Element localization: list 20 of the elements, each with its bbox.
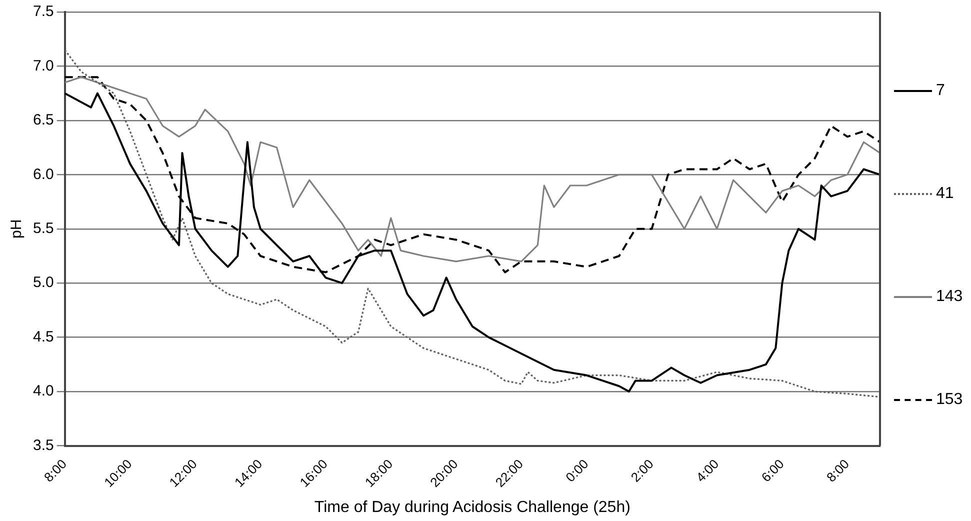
- y-tick-label: 7.5: [32, 3, 54, 20]
- y-tick-label: 6.0: [32, 166, 54, 183]
- y-tick-label: 3.5: [32, 436, 54, 454]
- y-tick-label: 4.5: [32, 328, 54, 346]
- x-axis-title: Time of Day during Acidosis Challenge (25h): [314, 498, 630, 516]
- y-tick-label: 5.5: [32, 220, 54, 238]
- y-tick-label: 5.0: [32, 274, 54, 292]
- legend-label: 41: [936, 185, 954, 204]
- y-tick-label: 6.5: [32, 112, 54, 129]
- x-tick-label: 8:00: [41, 456, 70, 485]
- x-tick-label: 4:00: [693, 456, 722, 485]
- x-tick-label: 6:00: [758, 456, 787, 485]
- y-tick-label: 4.0: [32, 382, 54, 400]
- x-tick-label: 8:00: [824, 456, 852, 485]
- legend-label: 153: [936, 390, 963, 409]
- x-tick-label: 0:00: [562, 456, 592, 485]
- legend-label: 143: [936, 288, 963, 306]
- y-tick-label: 7.0: [32, 57, 54, 74]
- legend-label: 7: [936, 82, 945, 100]
- y-axis-title: pH: [8, 219, 26, 238]
